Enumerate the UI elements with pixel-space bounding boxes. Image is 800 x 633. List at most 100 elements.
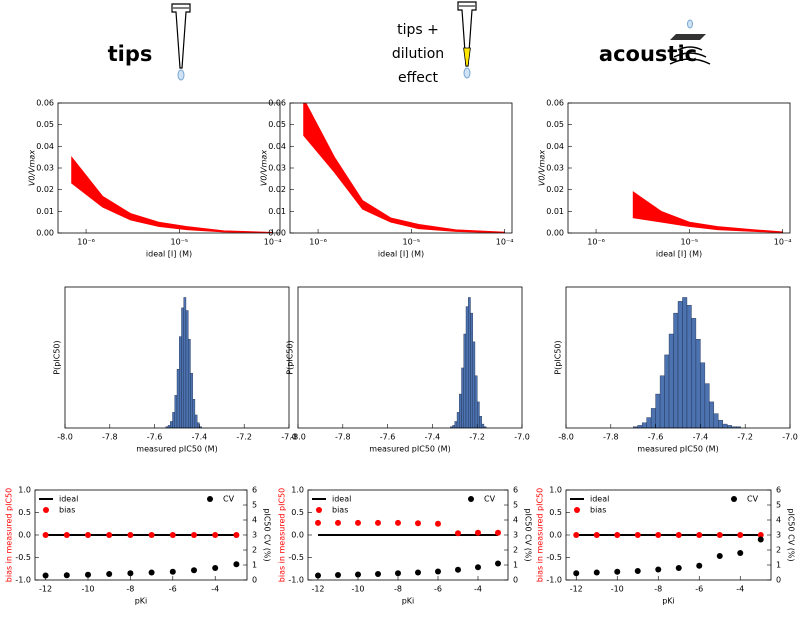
- series-point: [757, 532, 764, 538]
- series-point: [455, 530, 461, 537]
- legend-label: bias: [590, 506, 606, 515]
- plot-area: [71, 156, 274, 233]
- legend-label: ideal: [590, 495, 609, 504]
- y-tick-label: -1.0: [15, 576, 31, 585]
- plot-area: [632, 191, 784, 233]
- y2-tick-label: 5: [252, 501, 257, 510]
- series-point: [737, 532, 744, 538]
- hist-bar: [709, 401, 715, 428]
- series-point: [475, 529, 481, 536]
- x-tick-label: 10⁻⁴: [496, 238, 514, 247]
- axes-frame: [565, 286, 791, 429]
- band: [632, 191, 784, 233]
- x-axis-label: measured pIC50 (M): [369, 445, 450, 454]
- x-tick-label: -12: [570, 585, 583, 594]
- hist-bar: [470, 312, 473, 428]
- y-tick-label: 0.02: [546, 185, 564, 194]
- y-tick-label: 0.02: [268, 185, 286, 194]
- y-axis-label: P(pIC50): [554, 340, 563, 374]
- panel: -8.0 -7.8 -7.6 -7.4 -7.2 -7.0 measured pIC50 (…: [554, 286, 798, 454]
- hist-bar: [461, 367, 464, 428]
- hist-bar: [736, 426, 741, 428]
- axes-frame: [57, 102, 281, 234]
- hist-bar: [659, 375, 665, 428]
- y-tick-label: 0.05: [36, 120, 54, 129]
- series-point: [655, 532, 662, 538]
- hist-bar: [183, 297, 187, 428]
- series-point: [148, 532, 155, 538]
- x-tick-label: -7.0: [281, 433, 297, 442]
- panel: tips 10⁻⁶ 10⁻⁵ 10⁻⁴ 0.00 0.01 0.02 0.03 0.04 0.05…: [28, 42, 282, 259]
- y-tick-label: 0.01: [36, 207, 54, 216]
- hist-bar: [650, 408, 656, 428]
- legend-swatch: [43, 507, 49, 513]
- x-tick-label: 10⁻⁵: [171, 238, 189, 247]
- y-tick-label: 0.01: [268, 207, 286, 216]
- series-point: [716, 532, 723, 538]
- y-tick-label: -0.5: [288, 553, 304, 562]
- series-point: [395, 519, 401, 526]
- series-point: [148, 569, 155, 576]
- acoustic-icon: [669, 19, 711, 65]
- series-point: [435, 568, 441, 575]
- x-tick-label: 10⁻⁴: [264, 238, 282, 247]
- x-tick-label: -10: [351, 585, 364, 594]
- x-tick-label: -8.0: [290, 433, 306, 442]
- y2-axis-label: pIC50 CV (%): [524, 508, 533, 561]
- y-tick-label: 0.06: [36, 99, 54, 108]
- y-tick-label: -0.5: [546, 553, 562, 562]
- hist-bar: [176, 369, 180, 428]
- hist-bar: [686, 305, 692, 428]
- x-tick-label: -7.6: [380, 433, 396, 442]
- legend-swatch: [731, 496, 737, 502]
- tip-dilution-icon: [457, 1, 477, 79]
- y2-tick-label: 6: [252, 486, 257, 495]
- series-point: [593, 569, 600, 576]
- plot-area: [450, 297, 487, 428]
- y2-tick-label: 3: [513, 531, 518, 540]
- hist-bar: [673, 312, 679, 428]
- series-point: [593, 532, 600, 538]
- y-tick-label: 0.06: [268, 99, 286, 108]
- x-tick-label: -4: [474, 585, 482, 594]
- series-point: [212, 532, 219, 538]
- hist-bar: [481, 423, 485, 428]
- x-tick-label: -10: [81, 585, 94, 594]
- series-point: [315, 519, 321, 526]
- series-point: [85, 571, 91, 578]
- hist-bar: [465, 306, 469, 428]
- y2-tick-label: 5: [776, 501, 781, 510]
- x-tick-label: -8.0: [57, 433, 73, 442]
- x-tick-label: -7.2: [737, 433, 753, 442]
- hist-bar: [646, 417, 652, 428]
- y-tick-label: 0.04: [36, 142, 54, 151]
- series-point: [355, 571, 361, 578]
- hist-bar: [187, 339, 191, 428]
- hist-bar: [722, 423, 728, 428]
- band: [71, 156, 274, 233]
- hist-bar: [181, 307, 184, 428]
- plot-area: [303, 103, 506, 233]
- y2-tick-label: 1: [513, 561, 518, 570]
- y2-tick-label: 1: [252, 561, 257, 570]
- hist-bar: [172, 412, 175, 428]
- series-point: [716, 553, 723, 559]
- x-tick-label: -8: [654, 585, 662, 594]
- legend-label: CV: [747, 495, 759, 504]
- y2-tick-label: 2: [513, 546, 518, 555]
- x-tick-label: 10⁻⁶: [77, 238, 95, 247]
- x-tick-label: -4: [211, 585, 219, 594]
- series-point: [696, 532, 703, 538]
- tip-icon: [171, 3, 191, 81]
- series-point: [415, 520, 421, 527]
- x-tick-label: -7.8: [102, 433, 118, 442]
- series-point: [375, 571, 381, 577]
- series-point: [614, 568, 621, 575]
- hist-bar: [192, 399, 196, 428]
- series-point: [233, 561, 240, 568]
- axes-frame: [567, 102, 791, 234]
- legend-swatch: [574, 507, 580, 513]
- x-tick-label: 10⁻⁶: [309, 238, 327, 247]
- y2-tick-label: 3: [776, 531, 781, 540]
- plot-area: [165, 297, 202, 428]
